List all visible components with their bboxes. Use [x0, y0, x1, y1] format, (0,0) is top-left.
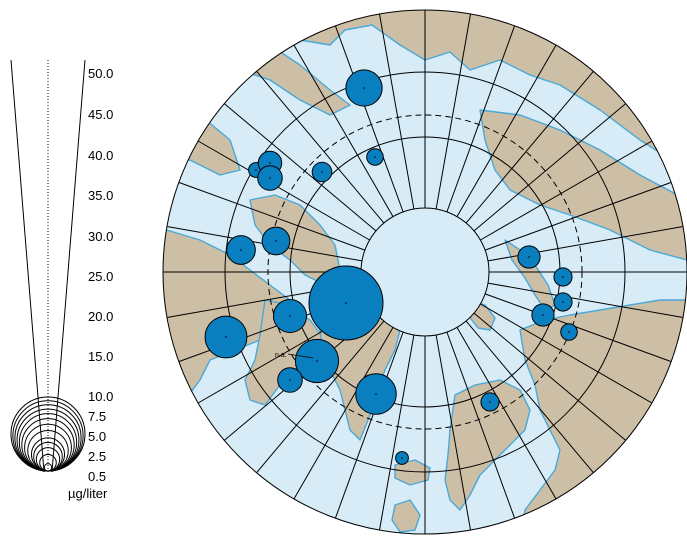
site-center-dot	[345, 302, 347, 304]
site-center-dot	[542, 314, 544, 316]
legend-labels: 50.0 45.0 40.0 35.0 30.0 25.0 20.0 15.0 10.0 7.5 5…	[88, 66, 113, 484]
meridian-line	[334, 331, 404, 519]
parallel-circle	[224, 71, 626, 473]
legend-label: 20.0	[88, 309, 113, 324]
site-center-dot	[321, 171, 323, 173]
annotation-leader	[287, 353, 314, 359]
meridian-line	[473, 312, 627, 441]
legend-label: 15.0	[88, 349, 113, 364]
site-center-dot	[562, 276, 564, 278]
meridian-line	[480, 140, 653, 241]
site-center-dot	[374, 156, 376, 158]
site-center-dot	[489, 401, 491, 403]
site-center-dot	[269, 162, 271, 164]
data-sites	[204, 69, 578, 465]
landmass-british-isles	[391, 499, 421, 533]
arctic-circle-dashed	[267, 114, 583, 430]
legend-label: 25.0	[88, 269, 113, 284]
meridian-line	[379, 334, 415, 531]
meridian-line	[487, 282, 684, 318]
site-center-dot	[316, 360, 318, 362]
site-center-dot	[255, 169, 257, 171]
legend-circle	[43, 463, 53, 472]
globe-outline	[162, 9, 687, 535]
annotation-label: n.a.	[275, 352, 287, 359]
site-center-dot	[375, 393, 377, 395]
meridian-line	[334, 25, 404, 213]
legend-label: 0.5	[88, 469, 106, 484]
meridian-line	[379, 13, 415, 210]
site-center-dot	[562, 301, 564, 303]
site-center-dot	[401, 457, 403, 459]
meridian-line	[465, 320, 594, 474]
landmass-siberia-east	[479, 109, 687, 261]
graticule	[163, 10, 687, 534]
legend-taper-lines	[10, 59, 86, 473]
legend-label: 2.5	[88, 449, 106, 464]
legend-label: 30.0	[88, 229, 113, 244]
meridian-line	[465, 70, 594, 224]
meridian-line	[293, 44, 394, 217]
meridian-line	[446, 331, 516, 519]
legend-label: 10.0	[88, 389, 113, 404]
site-center-dot	[225, 336, 227, 338]
meridian-line	[223, 103, 377, 232]
site-center-dot	[289, 315, 291, 317]
legend-unit-label: µg/liter	[68, 486, 108, 501]
meridian-line	[456, 327, 557, 500]
legend-label: 50.0	[88, 66, 113, 81]
meridian-line	[480, 303, 653, 404]
legend-label: 45.0	[88, 107, 113, 122]
meridian-line	[178, 181, 366, 251]
meridian-line	[446, 25, 516, 213]
meridian-line	[435, 334, 471, 531]
meridian-line	[256, 70, 385, 224]
site-center-dot	[568, 331, 570, 333]
landmass-iceland	[394, 459, 431, 486]
meridian-line	[484, 181, 672, 251]
site-center-dot	[275, 240, 277, 242]
site-center-dot	[528, 256, 530, 258]
meridian-line	[256, 320, 385, 474]
meridian-line	[456, 44, 557, 217]
site-center-dot	[363, 87, 365, 89]
site-center-dot	[269, 177, 271, 179]
landmass-russia-west	[519, 299, 687, 534]
meridian-line	[197, 140, 370, 241]
size-legend: 50.0 45.0 40.0 35.0 30.0 25.0 20.0 15.0 10.0 7.5 5…	[10, 59, 113, 501]
legend-label: 5.0	[88, 429, 106, 444]
meridian-line	[473, 103, 627, 232]
site-center-dot	[240, 249, 242, 251]
meridian-line	[484, 293, 672, 363]
legend-label: 40.0	[88, 148, 113, 163]
legend-label: 35.0	[88, 188, 113, 203]
site-center-dot	[289, 379, 291, 381]
legend-label: 7.5	[88, 409, 106, 424]
meridian-line	[293, 327, 394, 500]
meridian-line	[435, 13, 471, 210]
